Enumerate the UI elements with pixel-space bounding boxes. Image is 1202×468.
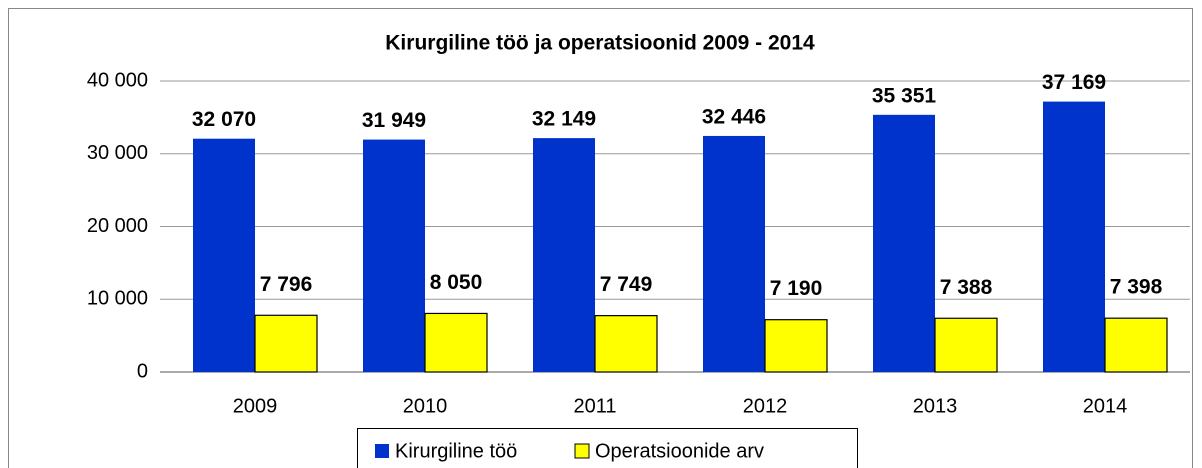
x-tick-label: 2009 bbox=[233, 395, 278, 417]
value-label: 7 388 bbox=[940, 276, 993, 299]
value-label: 31 949 bbox=[362, 109, 426, 132]
x-tick-label: 2011 bbox=[573, 395, 616, 417]
bar bbox=[424, 312, 488, 373]
x-tick-label: 2014 bbox=[1083, 395, 1128, 417]
value-label: 7 749 bbox=[600, 273, 653, 296]
x-tick-label: 2013 bbox=[913, 395, 958, 417]
value-label: 8 050 bbox=[430, 271, 483, 294]
y-tick-label: 20 000 bbox=[87, 215, 148, 237]
value-label: 32 070 bbox=[192, 108, 256, 131]
value-label: 7 190 bbox=[770, 277, 823, 300]
legend-label: Kirurgiline töö bbox=[395, 440, 517, 462]
legend-box bbox=[357, 428, 858, 468]
bar bbox=[1043, 101, 1105, 373]
value-label: 35 351 bbox=[872, 84, 937, 107]
x-tick-label: 2012 bbox=[743, 395, 788, 417]
value-label: 32 446 bbox=[702, 106, 766, 129]
legend-swatch bbox=[574, 443, 590, 459]
bar bbox=[193, 138, 255, 372]
bar bbox=[703, 135, 765, 372]
bar bbox=[873, 114, 935, 372]
y-tick-label: 30 000 bbox=[87, 142, 148, 164]
bar bbox=[363, 139, 425, 372]
bar bbox=[764, 319, 828, 373]
value-label: 32 149 bbox=[532, 108, 596, 131]
legend-label: Operatsioonide arv bbox=[595, 440, 764, 462]
bar bbox=[254, 314, 318, 373]
value-label: 7 796 bbox=[260, 273, 313, 296]
value-label: 7 398 bbox=[1110, 276, 1163, 299]
x-tick-label: 2010 bbox=[403, 395, 448, 417]
value-label: 37 169 bbox=[1042, 71, 1106, 94]
chart-title: Kirurgiline töö ja operatsioonid 2009 - … bbox=[385, 32, 815, 55]
y-tick-label: 0 bbox=[137, 360, 148, 382]
y-tick-label: 40 000 bbox=[87, 69, 148, 91]
y-tick-label: 10 000 bbox=[87, 288, 148, 310]
bar bbox=[934, 317, 998, 373]
bar bbox=[533, 138, 595, 372]
legend-swatch bbox=[375, 444, 389, 458]
bar bbox=[1104, 317, 1168, 373]
bar bbox=[594, 315, 658, 373]
